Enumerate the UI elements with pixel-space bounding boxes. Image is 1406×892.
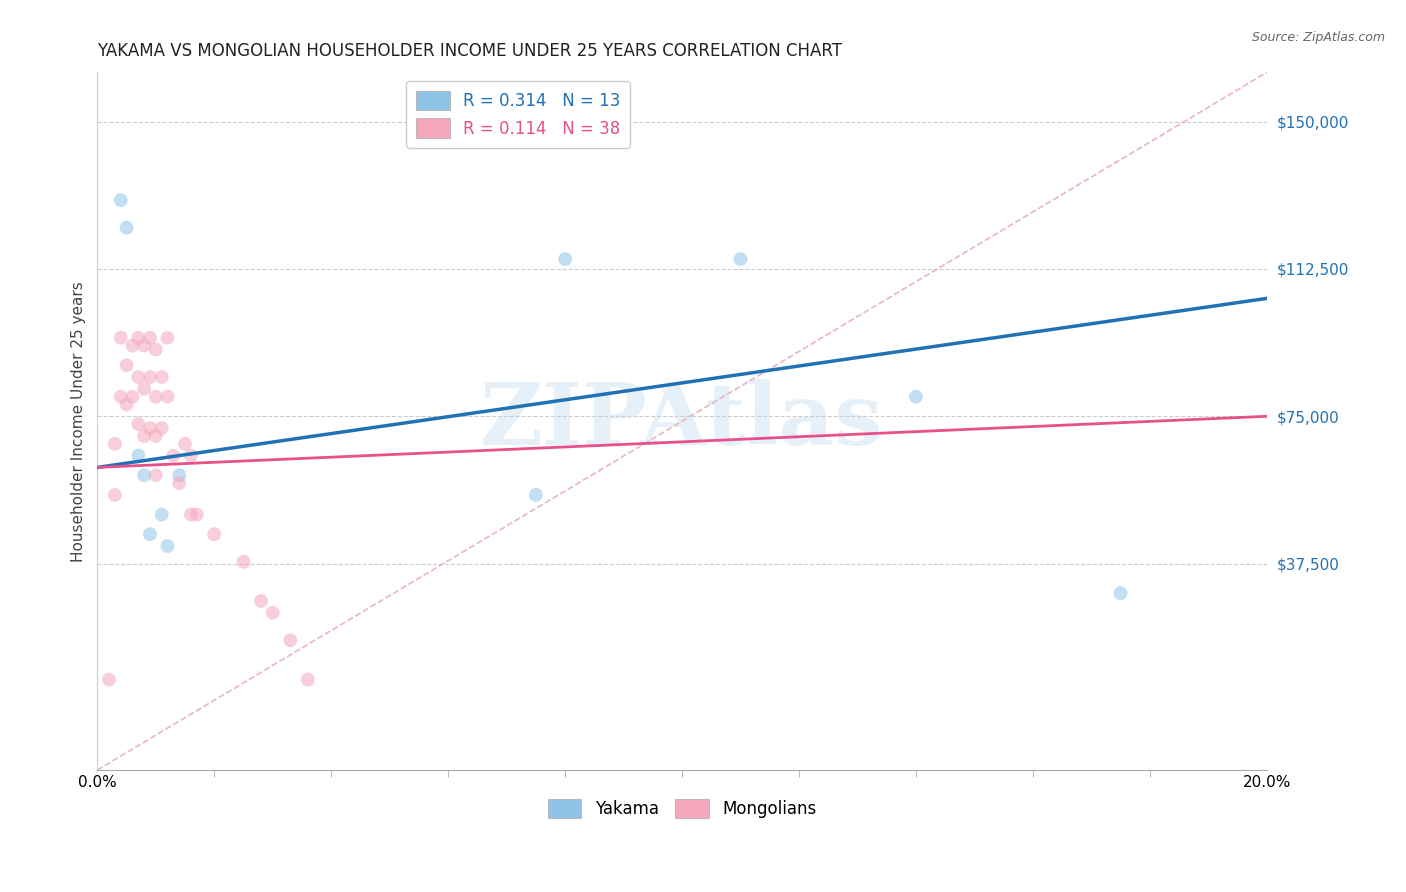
Point — [162, 449, 184, 463]
Legend: Yakama, Mongolians: Yakama, Mongolians — [541, 792, 823, 824]
Point — [134, 429, 156, 443]
Point — [139, 370, 162, 384]
Point — [104, 437, 127, 451]
Point — [127, 331, 149, 345]
Point — [145, 429, 167, 443]
Point — [156, 539, 179, 553]
Point — [115, 358, 138, 372]
Point — [134, 382, 156, 396]
Point — [110, 193, 132, 207]
Point — [202, 527, 225, 541]
Point — [167, 468, 190, 483]
Point — [127, 449, 149, 463]
Point — [139, 331, 162, 345]
Point — [127, 417, 149, 432]
Point — [156, 390, 179, 404]
Point — [150, 370, 173, 384]
Point — [186, 508, 208, 522]
Point — [115, 220, 138, 235]
Text: Source: ZipAtlas.com: Source: ZipAtlas.com — [1251, 31, 1385, 45]
Point — [150, 508, 173, 522]
Point — [98, 673, 121, 687]
Point — [174, 437, 197, 451]
Point — [524, 488, 547, 502]
Point — [150, 421, 173, 435]
Point — [121, 390, 143, 404]
Point — [904, 390, 927, 404]
Point — [139, 421, 162, 435]
Point — [134, 338, 156, 352]
Point — [139, 527, 162, 541]
Y-axis label: Householder Income Under 25 years: Householder Income Under 25 years — [72, 281, 86, 562]
Point — [110, 331, 132, 345]
Point — [232, 555, 254, 569]
Text: YAKAMA VS MONGOLIAN HOUSEHOLDER INCOME UNDER 25 YEARS CORRELATION CHART: YAKAMA VS MONGOLIAN HOUSEHOLDER INCOME U… — [97, 42, 842, 60]
Point — [554, 252, 576, 266]
Point — [278, 633, 301, 648]
Point — [134, 468, 156, 483]
Point — [145, 468, 167, 483]
Point — [115, 397, 138, 411]
Point — [730, 252, 752, 266]
Point — [121, 338, 143, 352]
Point — [156, 331, 179, 345]
Point — [104, 488, 127, 502]
Point — [262, 606, 284, 620]
Point — [145, 343, 167, 357]
Point — [110, 390, 132, 404]
Point — [167, 476, 190, 491]
Point — [250, 594, 273, 608]
Point — [145, 390, 167, 404]
Point — [1109, 586, 1132, 600]
Point — [180, 508, 202, 522]
Point — [297, 673, 319, 687]
Point — [127, 370, 149, 384]
Text: ZIPAtlas: ZIPAtlas — [481, 379, 884, 463]
Point — [180, 449, 202, 463]
